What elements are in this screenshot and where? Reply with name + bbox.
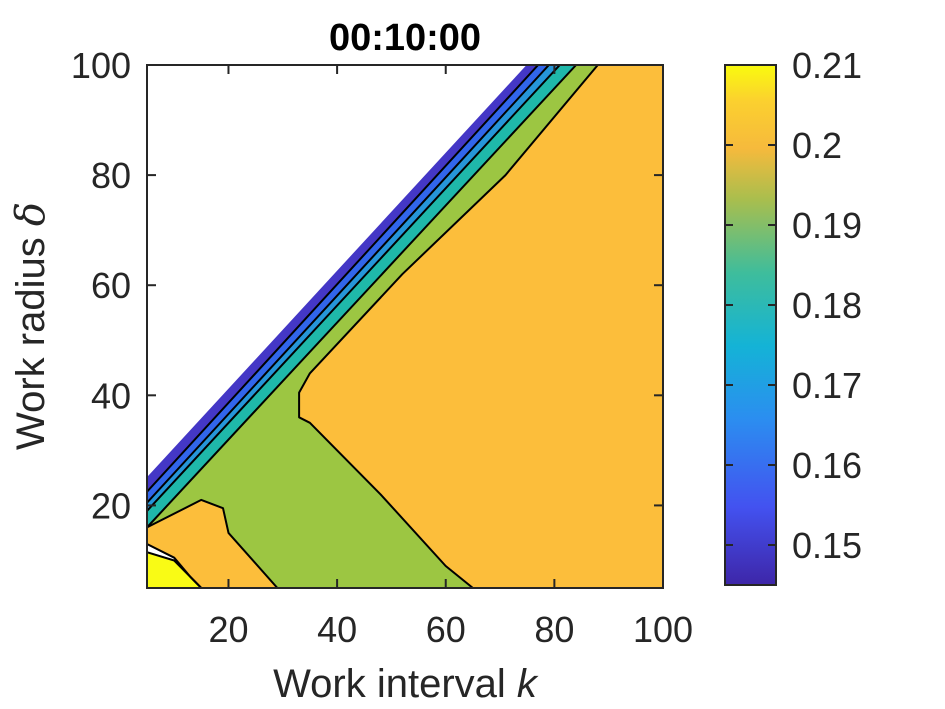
axis-ticks: 20 40 60 80 100 20 40 60 80 100 (71, 45, 693, 650)
colorbar-tick-label-4: 0.19 (792, 205, 862, 246)
y-tick-label-100: 100 (71, 45, 131, 86)
chart-title: 00:10:00 (329, 17, 481, 59)
colorbar-tick-label-2: 0.17 (792, 365, 862, 406)
x-tick-label-40: 40 (317, 609, 357, 650)
colorbar-tick-label-6: 0.21 (792, 45, 862, 86)
colorbar-tick-label-1: 0.16 (792, 445, 862, 486)
y-tick-label-40: 40 (91, 375, 131, 416)
colorbar-tick-label-0: 0.15 (792, 525, 862, 566)
plot-frame (146, 64, 664, 589)
colorbar-tick-label-3: 0.18 (792, 285, 862, 326)
contour-lines (147, 65, 599, 588)
x-tick-label-100: 100 (633, 609, 693, 650)
contour-line-1 (147, 65, 550, 504)
y-tick-label-60: 60 (91, 265, 131, 306)
x-tick-label-20: 20 (208, 609, 248, 650)
colorbar-ticks: 0.15 0.16 0.17 0.18 0.19 0.2 0.21 (725, 45, 862, 566)
x-tick-label-80: 80 (534, 609, 574, 650)
x-tick-label-60: 60 (426, 609, 466, 650)
contour-line-5 (298, 65, 599, 588)
contour-line-2 (147, 65, 561, 512)
colorbar (724, 64, 777, 586)
contour-line-0 (147, 65, 539, 493)
y-axis-label: Work radius δ (8, 202, 54, 450)
colorbar-tick-label-5: 0.2 (792, 125, 842, 166)
y-tick-label-20: 20 (91, 485, 131, 526)
y-tick-label-80: 80 (91, 155, 131, 196)
x-axis-label: Work interval k (273, 662, 539, 706)
contour-line-7 (147, 551, 203, 588)
contour-line-3 (147, 65, 577, 529)
contour-line-4 (147, 498, 279, 588)
